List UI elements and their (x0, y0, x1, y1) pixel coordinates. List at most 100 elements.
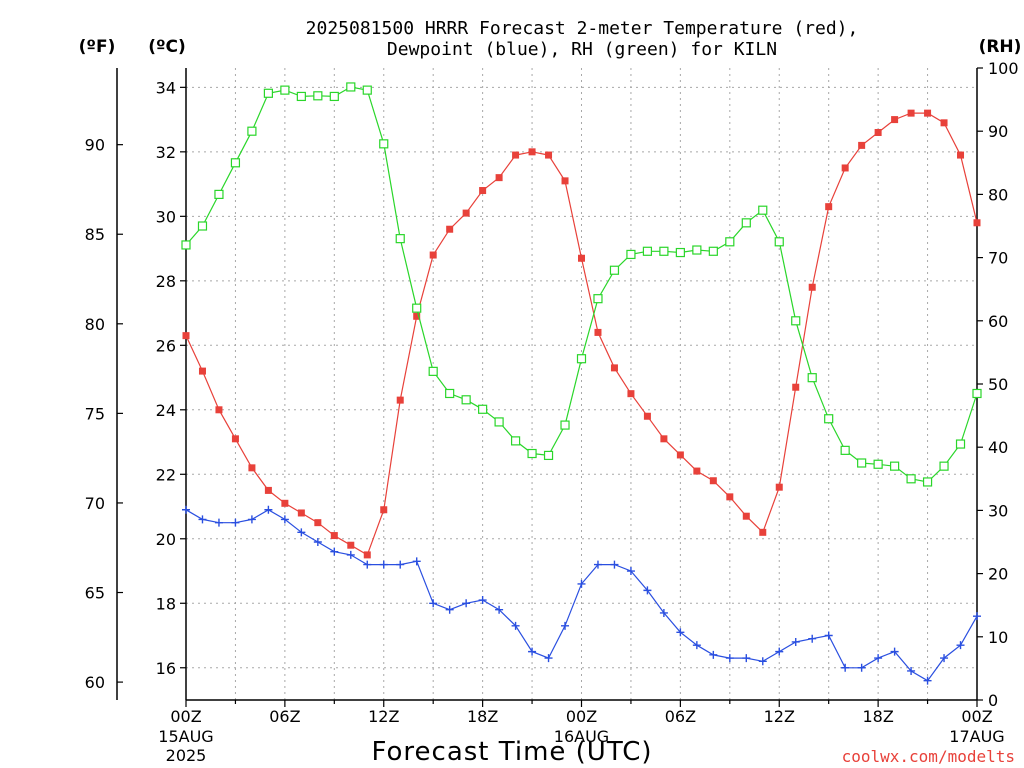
x-tick-label: 00Z (566, 707, 597, 726)
temperature-point (627, 390, 635, 398)
celsius-tick-label: 22 (156, 465, 176, 484)
x-tick-label: 12Z (368, 707, 399, 726)
temperature-point (281, 499, 289, 507)
rh-point (428, 366, 438, 376)
temperature-point (907, 109, 915, 117)
rh-point (890, 461, 900, 471)
temperature-point (676, 451, 684, 459)
rh-point (626, 249, 636, 260)
temperature-point (198, 367, 206, 375)
celsius-tick-label: 20 (156, 530, 176, 549)
x-tick-label: 06Z (269, 707, 300, 726)
rh-point (280, 85, 290, 95)
celsius-tick-label: 16 (156, 659, 176, 678)
rh-point (230, 158, 241, 168)
temperature-point (314, 519, 322, 527)
temperature-point (759, 528, 767, 536)
dewpoint-point (247, 515, 256, 524)
temperature-point (545, 151, 553, 159)
celsius-tick-label: 30 (156, 207, 176, 226)
rh-point (197, 221, 208, 231)
x-year-label: 2025 (166, 746, 207, 765)
rh-point (247, 126, 257, 136)
rh-tick-label: 50 (988, 375, 1008, 394)
rh-point (642, 246, 653, 256)
dewpoint-point (610, 560, 619, 569)
dewpoint-point (495, 605, 504, 614)
dewpoint-point (643, 586, 652, 595)
series-rh (181, 82, 982, 487)
rh-point (692, 245, 702, 255)
temperature-point (330, 532, 338, 540)
dewpoint-point (313, 538, 322, 546)
fahrenheit-tick-label: 80 (85, 315, 105, 334)
dewpoint-point (544, 654, 553, 663)
rh-point (214, 189, 224, 199)
temperature-point (182, 332, 190, 340)
rh-tick-label: 60 (988, 312, 1008, 331)
dewpoint-point (182, 505, 190, 514)
dewpoint-point (940, 654, 949, 663)
rh-axis-unit: (RH) (979, 37, 1022, 57)
rh-tick-label: 0 (988, 691, 998, 710)
rh-point (263, 88, 273, 98)
fahrenheit-tick-label: 85 (85, 225, 105, 244)
temperature-point (792, 383, 800, 391)
dewpoint-point (841, 663, 850, 672)
x-date-label: 15AUG (158, 727, 213, 746)
rh-point (445, 388, 455, 399)
x-tick-label: 18Z (862, 707, 893, 726)
temperature-point (512, 151, 520, 159)
rh-point (675, 247, 685, 258)
rh-point (478, 404, 488, 414)
celsius-tick-label: 34 (156, 78, 176, 97)
dewpoint-point (593, 560, 602, 569)
rh-point (659, 246, 669, 256)
temperature-point (924, 109, 932, 117)
rh-point (939, 461, 949, 471)
dewpoint-point (214, 518, 223, 527)
fahrenheit-tick-label: 90 (85, 136, 105, 155)
fahrenheit-tick-label: 70 (85, 494, 105, 513)
rh-point (362, 85, 372, 95)
x-tick-label: 00Z (170, 707, 201, 726)
rh-point (758, 205, 768, 215)
tick-labels: 16 18 20 22 24 26 28 30 32 34 60 65 70 75 80 85 90 0 10 20 3… (85, 59, 1019, 765)
rh-point (824, 414, 834, 424)
rh-tick-label: 70 (988, 249, 1008, 268)
dewpoint-point (923, 676, 932, 685)
series-dewpoint (182, 505, 981, 685)
temperature-point (940, 119, 948, 127)
rh-point (576, 354, 587, 364)
rh-point (857, 458, 867, 468)
dewpoint-point (775, 647, 784, 656)
x-tick-label: 00Z (961, 707, 992, 726)
rh-point (560, 420, 570, 430)
dewpoint-point (709, 650, 718, 659)
data-series (181, 82, 982, 685)
dewpoint-point (396, 560, 405, 569)
temperature-point (643, 412, 651, 420)
chart-title-line2: Dewpoint (blue), RH (green) for KILN (387, 39, 777, 60)
temperature-point (858, 141, 866, 149)
dewpoint-point (478, 596, 487, 605)
dewpoint-point (874, 654, 883, 663)
rh-point (395, 234, 405, 244)
temperature-point (874, 128, 882, 136)
rh-point (972, 388, 982, 399)
rh-point (379, 139, 389, 149)
dewpoint-point (297, 528, 306, 537)
rh-point (593, 294, 603, 304)
rh-point (494, 417, 504, 427)
dewpoint-point (808, 634, 817, 643)
temperature-point (231, 435, 239, 443)
dewpoint-point (231, 518, 240, 527)
dewpoint-point (824, 631, 833, 640)
temperature-point (594, 328, 602, 336)
temperature-point (825, 203, 833, 211)
temperature-point (528, 148, 536, 156)
fahrenheit-tick-label: 60 (85, 673, 105, 692)
rh-point (313, 91, 323, 101)
rh-point (296, 91, 306, 102)
